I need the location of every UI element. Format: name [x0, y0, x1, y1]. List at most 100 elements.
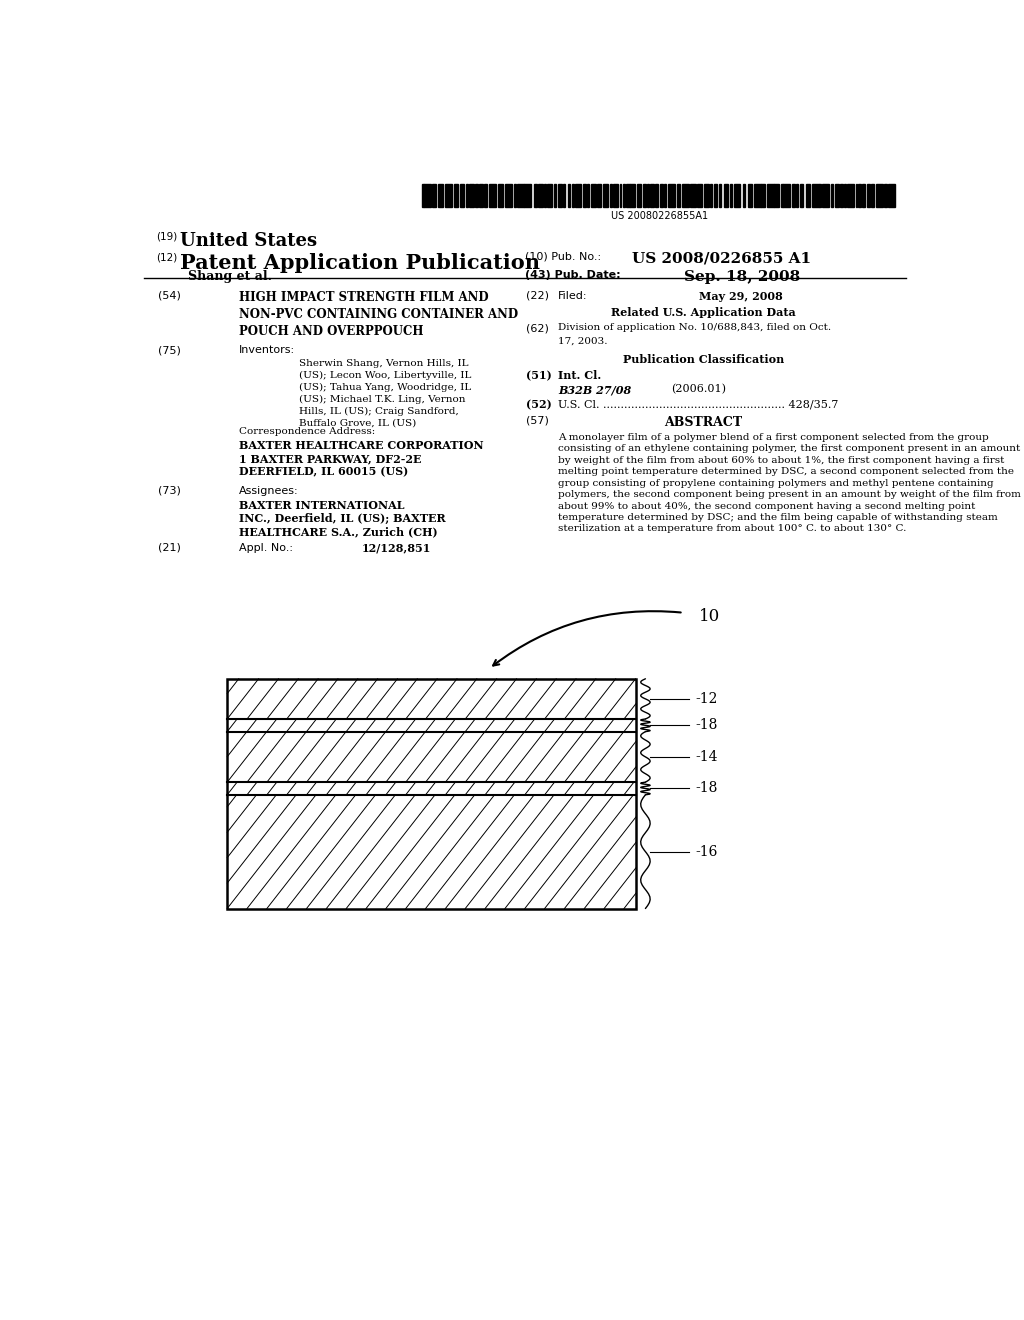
Bar [646, 183, 649, 207]
Bar [867, 183, 870, 207]
Bar [558, 183, 562, 207]
Bar [534, 183, 538, 207]
Bar [862, 183, 865, 207]
Text: Assignees:: Assignees: [240, 486, 299, 496]
Text: U.S. Cl. .................................................... 428/35.7: U.S. Cl. ...............................… [558, 399, 839, 409]
Bar [870, 183, 873, 207]
Bar [812, 183, 818, 207]
Text: Sherwin Shang, Vernon Hills, IL: Sherwin Shang, Vernon Hills, IL [299, 359, 468, 368]
Text: 17, 2003.: 17, 2003. [558, 337, 607, 346]
Bar [783, 183, 791, 207]
Bar [856, 183, 857, 207]
Bar [432, 183, 435, 207]
Bar [884, 183, 888, 207]
Text: (US); Tahua Yang, Woodridge, IL: (US); Tahua Yang, Woodridge, IL [299, 383, 471, 392]
Bar [574, 183, 582, 207]
Bar [517, 183, 523, 207]
Bar [588, 183, 589, 207]
Bar [780, 183, 782, 207]
Bar [603, 183, 608, 207]
Text: Sep. 18, 2008: Sep. 18, 2008 [684, 271, 800, 284]
Text: Inventors:: Inventors: [240, 346, 295, 355]
Bar [613, 183, 617, 207]
Text: INC., Deerfield, IL (US); BAXTER: INC., Deerfield, IL (US); BAXTER [240, 513, 445, 524]
Text: HEALTHCARE S.A., Zurich (CH): HEALTHCARE S.A., Zurich (CH) [240, 527, 437, 537]
Bar [660, 183, 663, 207]
Bar [800, 183, 804, 207]
Bar [524, 183, 531, 207]
Bar [475, 183, 477, 207]
Bar [754, 183, 761, 207]
Bar [544, 183, 546, 207]
Bar [819, 183, 821, 207]
Bar [563, 183, 565, 207]
Bar [847, 183, 854, 207]
Text: (73): (73) [158, 486, 181, 496]
Bar [796, 183, 798, 207]
Bar [422, 183, 424, 207]
Text: BAXTER INTERNATIONAL: BAXTER INTERNATIONAL [240, 500, 404, 511]
Text: (62): (62) [526, 323, 549, 333]
Text: Buffalo Grove, IL (US): Buffalo Grove, IL (US) [299, 418, 416, 428]
Bar [831, 183, 834, 207]
Bar [719, 183, 722, 207]
Text: (19): (19) [156, 231, 177, 242]
Bar [498, 183, 503, 207]
Bar [710, 183, 712, 207]
Text: HIGH IMPACT STRENGTH FILM AND
NON-PVC CONTAINING CONTAINER AND
POUCH AND OVERPPO: HIGH IMPACT STRENGTH FILM AND NON-PVC CO… [240, 290, 518, 338]
Bar [762, 183, 765, 207]
Bar [505, 183, 512, 207]
Text: (75): (75) [158, 346, 181, 355]
Text: (52): (52) [526, 399, 552, 411]
Text: (10) Pub. No.:: (10) Pub. No.: [524, 252, 601, 261]
Bar [461, 183, 464, 207]
Bar [554, 183, 556, 207]
Text: Int. Cl.: Int. Cl. [558, 370, 601, 380]
Bar [858, 183, 861, 207]
Text: (54): (54) [158, 290, 181, 301]
Bar [654, 183, 657, 207]
Text: (US); Michael T.K. Ling, Vernon: (US); Michael T.K. Ling, Vernon [299, 395, 465, 404]
Bar [822, 183, 828, 207]
Bar [705, 183, 709, 207]
Bar [806, 183, 810, 207]
Text: US 2008/0226855 A1: US 2008/0226855 A1 [632, 252, 811, 265]
Bar [714, 183, 717, 207]
Bar [445, 183, 452, 207]
Bar [227, 678, 636, 908]
Bar [774, 183, 779, 207]
Text: Related U.S. Application Data: Related U.S. Application Data [611, 306, 796, 318]
Bar [835, 183, 840, 207]
Text: US 20080226855A1: US 20080226855A1 [611, 211, 709, 222]
Bar [484, 183, 486, 207]
Bar [597, 183, 601, 207]
Text: (21): (21) [158, 543, 181, 553]
Bar [572, 183, 573, 207]
Text: (2006.01): (2006.01) [672, 384, 727, 395]
Bar [664, 183, 666, 207]
Bar [609, 183, 611, 207]
Bar [455, 183, 458, 207]
Bar [479, 183, 483, 207]
Bar [697, 183, 701, 207]
Bar [668, 183, 675, 207]
Bar [888, 183, 895, 207]
Bar [748, 183, 752, 207]
Bar [623, 183, 625, 207]
Bar [469, 183, 474, 207]
Bar [591, 183, 596, 207]
Text: -18: -18 [695, 781, 718, 796]
Text: -14: -14 [695, 750, 718, 764]
Bar [682, 183, 689, 207]
Bar [840, 183, 843, 207]
Text: (22): (22) [526, 290, 550, 301]
Bar [877, 183, 883, 207]
Text: -18: -18 [695, 718, 718, 733]
Text: (51): (51) [526, 370, 552, 380]
Bar [733, 183, 740, 207]
Text: (US); Lecon Woo, Libertyville, IL: (US); Lecon Woo, Libertyville, IL [299, 371, 471, 380]
Bar [539, 183, 543, 207]
Bar [767, 183, 773, 207]
Bar [690, 183, 696, 207]
Bar [724, 183, 728, 207]
